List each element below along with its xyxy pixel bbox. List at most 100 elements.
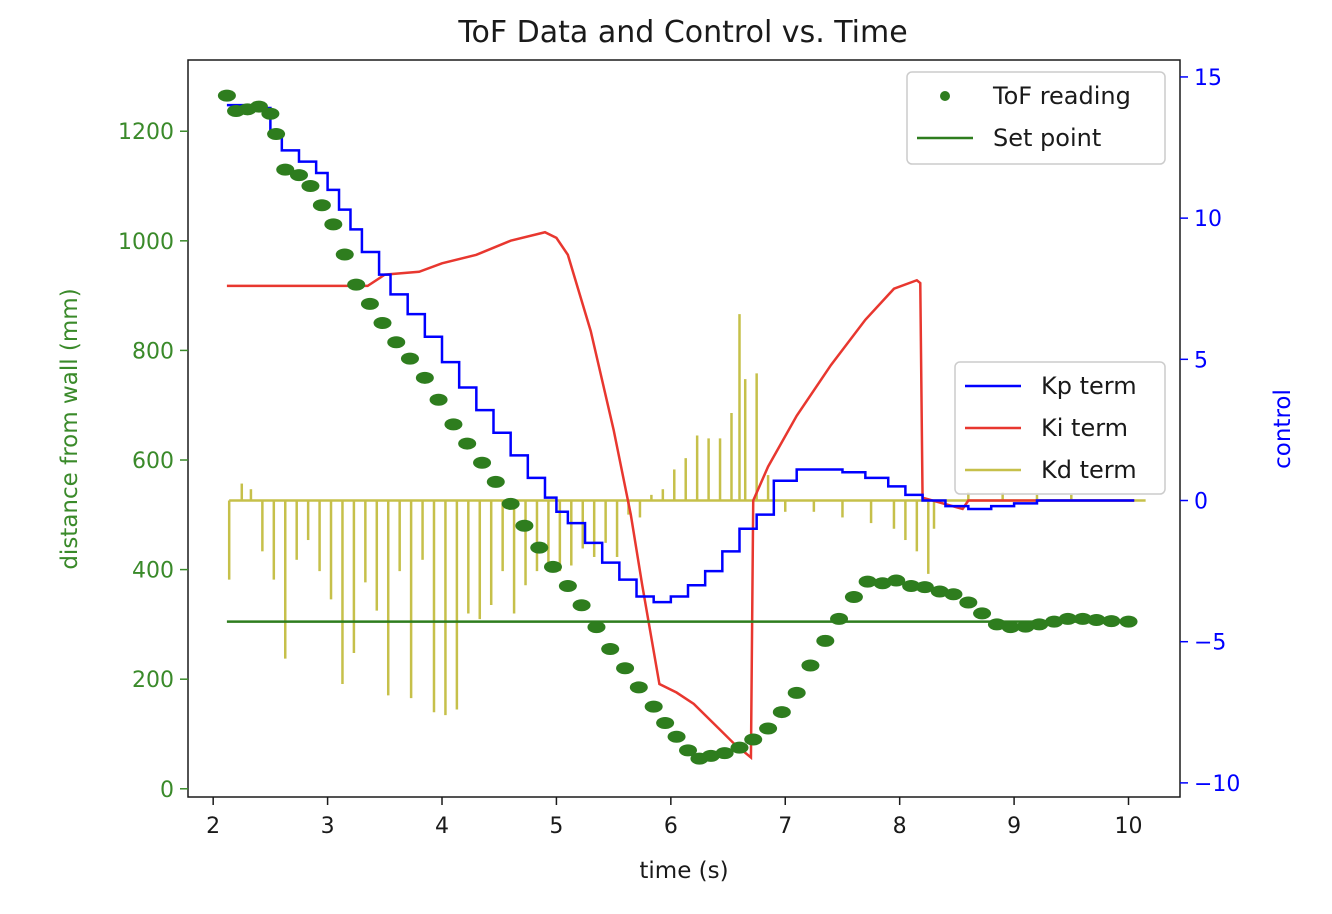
y-axis-left: 0 200 400 600 800 1000 1200 [118,120,188,803]
tof-point [744,733,763,746]
tof-point [458,437,477,450]
kp-term-line [226,103,1135,604]
x-tick-label: 3 [321,814,335,839]
legend-label: ToF reading [992,82,1131,110]
plot-frame [187,59,1181,798]
tof-point [249,100,268,113]
tof-point [501,497,520,510]
y-left-tick-label: 1200 [118,120,174,145]
tof-point [335,248,354,261]
tof-point [830,612,849,625]
y-right-tick-label: 5 [1194,348,1208,373]
tof-point [873,577,892,590]
tof-point [629,681,648,694]
tof-point [844,590,863,603]
tof-point [543,560,562,573]
tof-point [701,749,720,762]
tof-point [816,634,835,647]
x-tick-label: 5 [549,814,563,839]
tof-point [787,686,806,699]
tof-point [930,585,949,598]
x-axis-label: time (s) [639,858,728,884]
tof-point [429,393,448,406]
tof-point [601,643,620,656]
y-axis-left-label: distance from wall (mm) [57,288,83,569]
tof-point [1001,621,1020,634]
ki-term-line [226,230,1135,761]
x-tick-label: 9 [1007,814,1021,839]
tof-point [715,747,734,760]
x-tick-label: 2 [206,814,220,839]
tof-point [1016,620,1035,633]
tof-point [1030,618,1049,631]
tof-point [887,574,906,587]
tof-point [959,596,978,609]
tof-point [973,607,992,620]
tof-point [572,599,591,612]
legend-label: Kd term [1041,456,1137,484]
y-left-tick-label: 600 [132,449,174,474]
tof-point [558,580,577,593]
x-tick-label: 8 [893,814,907,839]
tof-point [415,371,434,384]
tof-point [312,199,331,212]
tof-point [276,163,295,176]
tof-point [915,581,934,594]
tof-point [444,418,463,431]
y-left-tick-label: 400 [132,559,174,584]
tof-point [1073,612,1092,625]
x-tick-label: 10 [1115,814,1143,839]
y-right-tick-label: −5 [1194,631,1226,656]
tof-point [1058,612,1077,625]
tof-point [400,352,419,365]
tof-point [324,218,343,231]
y-axis-right-label: control [1270,389,1296,469]
y-right-tick-label: 15 [1194,66,1222,91]
tof-point [1102,615,1121,628]
chart-title: ToF Data and Control vs. Time [457,15,907,50]
tof-point [360,297,379,310]
tof-point [667,730,686,743]
y-left-tick-label: 0 [160,778,174,803]
tof-point [730,741,749,754]
tof-point [473,456,492,469]
tof-point [387,336,406,349]
data-layer [217,89,1146,765]
legend-tof: ToF reading Set point [906,71,1166,165]
legend-label: Kp term [1041,372,1137,400]
tof-point [679,744,698,757]
tof-point [261,107,280,120]
tof-point [587,621,606,634]
y-right-tick-label: −10 [1194,772,1240,797]
tof-point [530,541,549,554]
tof-point [616,662,635,675]
x-tick-label: 7 [778,814,792,839]
tof-point [801,659,820,672]
y-left-tick-label: 800 [132,339,174,364]
legend-label: Set point [993,124,1101,152]
y-axis-right: −10 −5 0 5 10 15 [1180,66,1240,797]
y-left-tick-label: 1000 [118,230,174,255]
x-axis: 2 3 4 5 6 7 8 9 10 [206,797,1143,839]
tof-point [858,575,877,588]
tof-point [515,519,534,532]
x-tick-label: 6 [664,814,678,839]
tof-point [656,717,675,730]
tof-point [1087,614,1106,627]
y-right-tick-label: 10 [1194,207,1222,232]
legend-box [906,71,1166,165]
series-kp-term [226,103,1135,604]
tof-point [289,169,308,182]
tof-point [944,588,963,601]
tof-point [1119,615,1138,628]
series-ki-term [226,230,1135,761]
legend-control: Kp term Ki term Kd term [954,361,1166,495]
y-right-tick-label: 0 [1194,490,1208,515]
tof-point [217,89,236,102]
legend-box [954,361,1166,495]
tof-point [301,180,320,193]
x-tick-label: 4 [435,814,449,839]
tof-point [347,278,366,291]
tof-point [644,700,663,713]
